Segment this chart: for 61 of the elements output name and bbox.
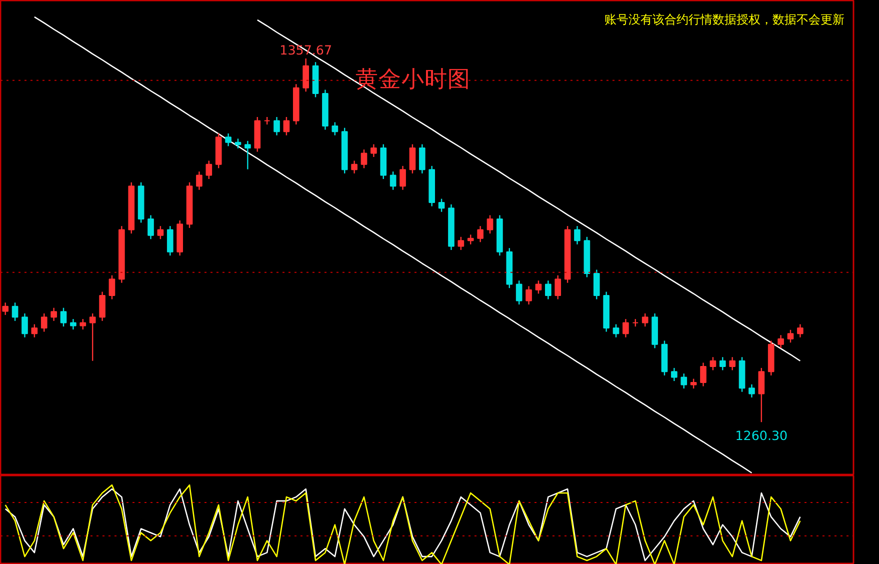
candlestick	[787, 329, 794, 344]
candlestick	[283, 116, 290, 136]
candlestick	[22, 312, 28, 338]
candlestick	[99, 291, 106, 322]
candlestick	[244, 140, 251, 170]
candlestick	[535, 280, 542, 294]
candlestick	[390, 170, 396, 190]
candlestick	[166, 225, 174, 256]
candlestick	[438, 198, 445, 212]
candlestick	[409, 144, 416, 174]
candlestick	[554, 274, 562, 300]
candlestick	[593, 269, 600, 300]
candlestick	[370, 144, 377, 158]
candlestick	[80, 318, 86, 330]
candlestick	[2, 302, 9, 316]
candlestick	[486, 214, 494, 234]
candlestick	[360, 148, 368, 169]
candlestick	[690, 378, 697, 390]
candlestick	[671, 367, 678, 382]
candlestick	[234, 138, 242, 149]
candlestick	[418, 144, 426, 174]
candlestick	[622, 318, 629, 338]
annotation: 账号没有该合约行情数据授权，数据不会更新	[604, 12, 844, 26]
candlestick	[797, 324, 804, 338]
candlestick	[351, 160, 358, 174]
text: 黄金小时图	[356, 66, 470, 92]
candlestick	[206, 160, 212, 180]
candlestick	[477, 225, 484, 243]
candlestick	[778, 334, 784, 349]
candlestick	[31, 324, 38, 338]
candlestick	[748, 384, 755, 398]
candlestick	[467, 234, 474, 245]
candlestick	[700, 362, 706, 387]
candlestick	[710, 356, 716, 371]
candlestick	[50, 307, 57, 322]
candlestick	[612, 324, 620, 338]
candlestick	[274, 116, 280, 136]
candlestick	[40, 312, 48, 332]
annotation: 1260.30	[735, 428, 788, 444]
candlestick	[545, 280, 552, 300]
candlestick	[332, 122, 338, 136]
candlestick	[729, 356, 736, 371]
candlestick	[758, 367, 765, 423]
candlestick	[157, 225, 164, 240]
candlestick	[526, 286, 532, 306]
candlestick	[60, 307, 67, 328]
candlestick	[574, 225, 580, 245]
candlestick	[89, 312, 96, 362]
candlestick	[148, 214, 154, 240]
candlestick	[719, 356, 726, 371]
candlestick	[225, 132, 232, 147]
candlestick	[302, 58, 309, 92]
candlestick	[70, 318, 76, 330]
candlestick	[12, 302, 18, 322]
candlestick	[680, 372, 688, 390]
candlestick	[108, 274, 116, 300]
candlestick	[642, 312, 648, 328]
candlestick	[516, 280, 522, 306]
candlestick	[196, 170, 202, 190]
candlestick	[458, 236, 464, 251]
candlestick	[400, 165, 406, 190]
